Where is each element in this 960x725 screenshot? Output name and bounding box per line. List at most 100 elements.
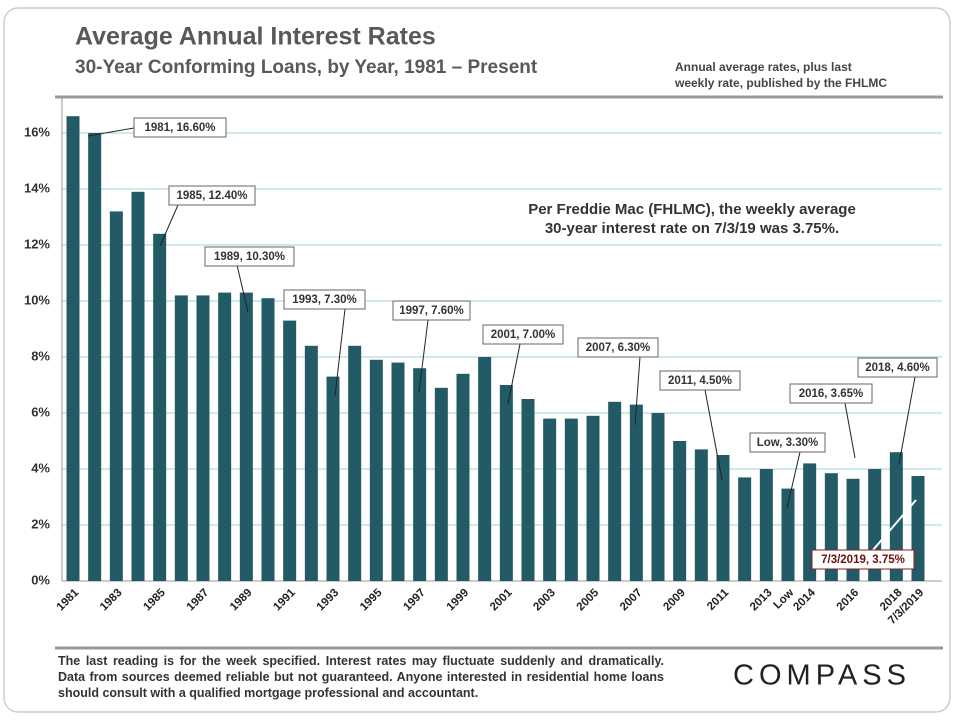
bar <box>174 295 188 581</box>
annotation: Per Freddie Mac (FHLMC), the weekly aver… <box>528 201 856 218</box>
callout-box <box>168 185 256 206</box>
value-label: 1985, 12.40% <box>177 190 248 202</box>
bar <box>196 295 210 581</box>
bar <box>889 452 903 581</box>
value-label: Low, 3.30% <box>757 437 819 449</box>
y-tick-label: 14% <box>24 180 50 195</box>
annotation: 30-year interest rate on 7/3/19 was 3.75… <box>545 220 839 237</box>
bar <box>239 292 253 581</box>
callout-box <box>133 117 227 138</box>
card-border <box>3 7 951 713</box>
callout-line <box>704 389 723 481</box>
bar <box>153 233 167 582</box>
bar <box>478 357 492 581</box>
bar <box>88 133 102 581</box>
callout-line <box>507 343 521 405</box>
callout-line <box>87 127 135 137</box>
callout-box <box>204 246 295 267</box>
bar <box>543 418 557 581</box>
bar <box>673 441 687 581</box>
source-note: weekly rate, published by the FHLMC <box>674 76 887 90</box>
x-tick-label: 2009 <box>661 587 688 614</box>
callout-box <box>857 357 938 378</box>
callout-box <box>811 549 915 570</box>
value-label: 2001, 7.00% <box>491 329 556 341</box>
bar <box>391 362 405 581</box>
bar <box>413 368 427 581</box>
bar <box>326 376 340 581</box>
callout-box <box>392 300 471 321</box>
x-tick-label: 2014 <box>791 586 818 613</box>
callout-line <box>872 499 917 551</box>
bar <box>283 320 297 581</box>
bar <box>738 477 752 581</box>
y-tick-label: 16% <box>24 124 50 139</box>
callout-box <box>789 383 873 404</box>
bar <box>521 399 535 581</box>
value-label: 2018, 4.60% <box>865 362 930 374</box>
bar <box>261 298 275 581</box>
value-label: 2007, 6.30% <box>586 342 651 354</box>
footnote: The last reading is for the week specifi… <box>58 654 664 700</box>
x-tick-label: 1993 <box>315 587 342 614</box>
bar <box>66 116 80 581</box>
value-label: 1981, 16.60% <box>145 122 216 134</box>
bar <box>456 373 470 581</box>
x-tick-label: Low <box>772 587 797 612</box>
callout-line <box>786 451 801 509</box>
bar <box>499 385 513 581</box>
x-tick-label: 2001 <box>488 586 515 613</box>
value-label: 1989, 10.30% <box>214 251 285 263</box>
x-tick-label: 2007 <box>618 587 645 614</box>
y-tick-label: 6% <box>31 404 50 419</box>
callout-box <box>482 324 564 345</box>
bar <box>759 469 773 581</box>
bar <box>369 359 383 581</box>
x-tick-label: 1995 <box>358 586 385 613</box>
bar <box>304 345 318 581</box>
y-tick-label: 10% <box>24 292 50 307</box>
y-tick-label: 0% <box>31 572 50 587</box>
value-label: 7/3/2019, 3.75% <box>821 554 905 566</box>
x-tick-label: 1981 <box>55 586 82 613</box>
value-label: 1997, 7.60% <box>399 305 464 317</box>
x-tick-label: 1989 <box>228 587 255 614</box>
x-tick-label: 2003 <box>531 587 558 614</box>
callout-line <box>634 356 641 426</box>
y-tick-label: 12% <box>24 236 50 251</box>
x-tick-label: 1997 <box>401 587 428 614</box>
chart-title: Average Annual Interest Rates <box>75 23 436 51</box>
bar <box>608 401 622 581</box>
bar <box>109 211 123 581</box>
logo: COMPASS <box>733 660 911 692</box>
x-tick-label: 2011 <box>705 586 732 613</box>
callout-line <box>334 308 346 397</box>
bar <box>348 345 362 581</box>
y-tick-label: 2% <box>31 516 50 531</box>
y-tick-label: 4% <box>31 460 50 475</box>
source-note: Annual average rates, plus last <box>675 60 852 74</box>
x-tick-label: 2016 <box>835 587 862 614</box>
x-tick-label: 1983 <box>98 587 125 614</box>
x-tick-label: 1999 <box>445 587 472 614</box>
y-tick-label: 8% <box>31 348 50 363</box>
x-tick-label: 1987 <box>185 587 212 614</box>
callout-line <box>159 204 179 247</box>
bar <box>651 413 665 581</box>
callout-box <box>283 289 366 310</box>
bar <box>629 404 643 581</box>
callout-box <box>577 337 659 358</box>
value-label: 1993, 7.30% <box>292 294 357 306</box>
value-label: 2011, 4.50% <box>668 375 732 387</box>
bar <box>131 191 145 582</box>
callout-box <box>749 432 826 453</box>
bar <box>716 455 730 581</box>
value-label: 2016, 3.65% <box>799 388 864 400</box>
bar <box>564 418 578 581</box>
callout-line <box>418 319 429 393</box>
bar <box>694 449 708 581</box>
chart-subtitle: 30-Year Conforming Loans, by Year, 1981 … <box>75 57 538 78</box>
bar <box>586 415 600 581</box>
callout-line <box>236 264 249 313</box>
